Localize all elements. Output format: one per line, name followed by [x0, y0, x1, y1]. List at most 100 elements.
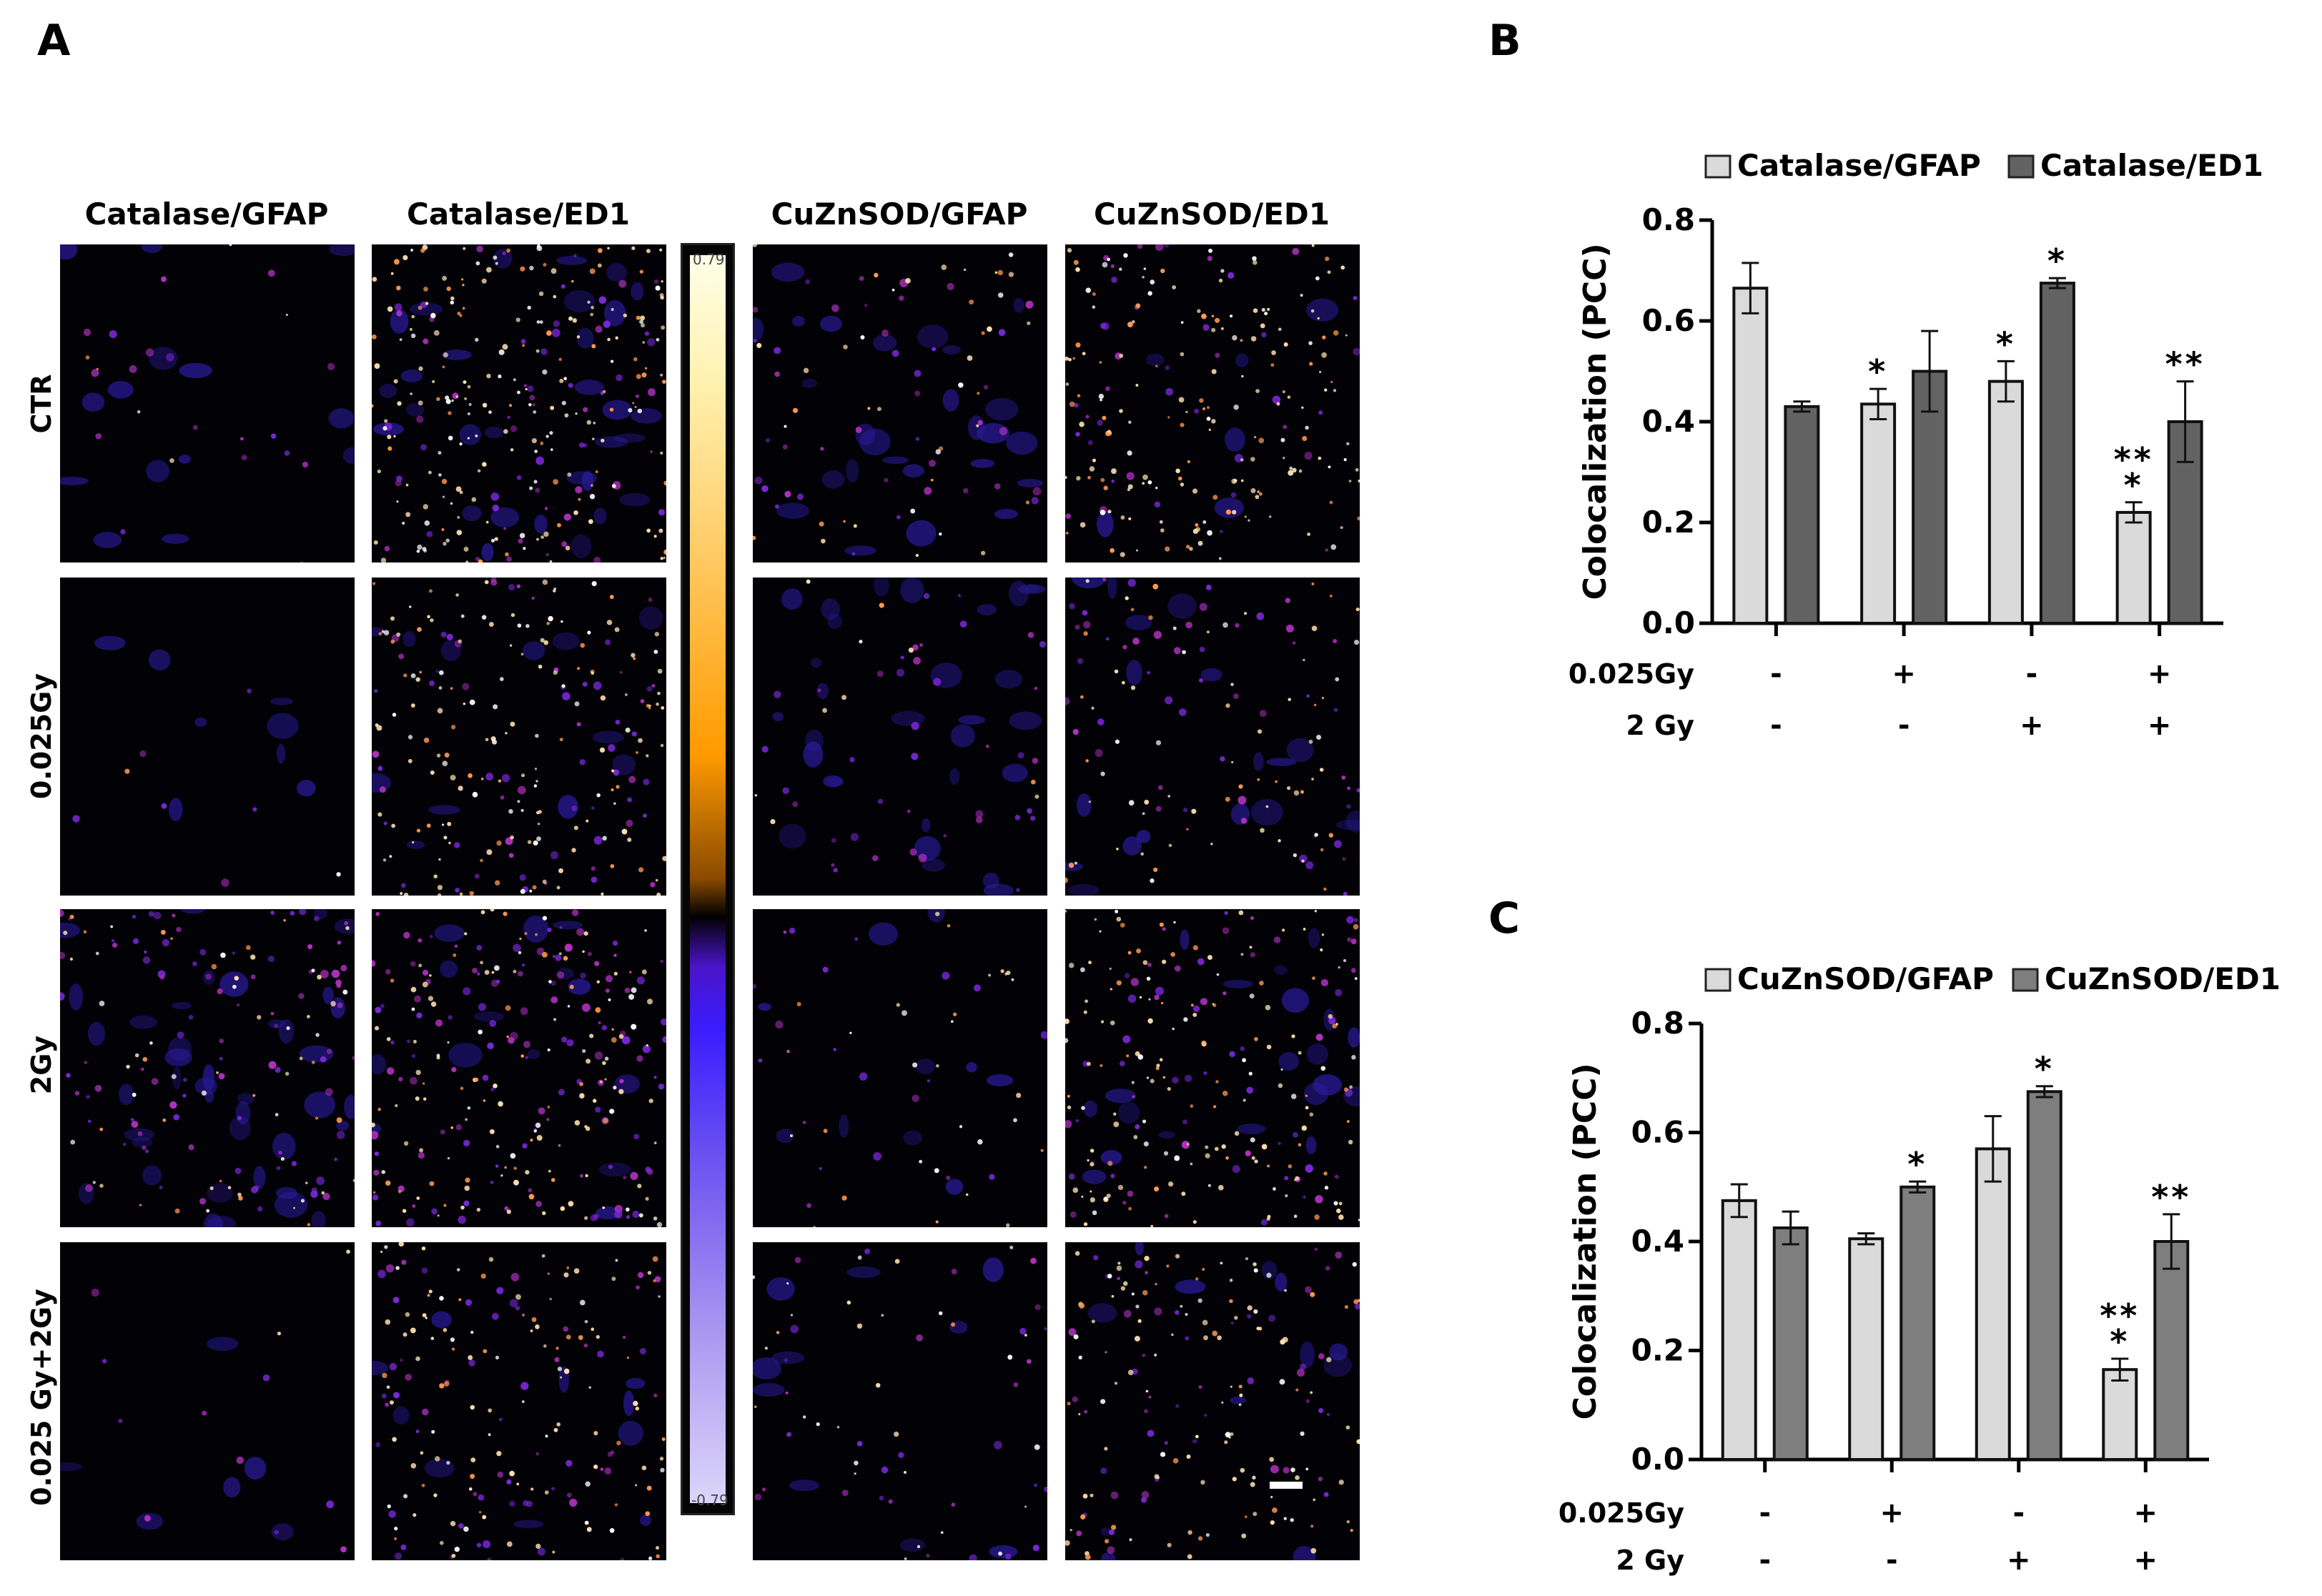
y-tick-label: 0.2 [1642, 505, 1695, 540]
micro-image-r4-c3 [753, 1242, 1047, 1560]
y-tick-label: 0.4 [1642, 404, 1695, 439]
row-label-ctr: CTR [26, 374, 57, 434]
chart-c: CuZnSOD/GFAP CuZnSOD/ED1 0.0 0.2 0.4 0.6 0.8 Co… [1537, 943, 2322, 1596]
bar-1-4 [2115, 510, 2152, 625]
legend-swatch-2 [2012, 968, 2039, 992]
condition-row-label: 0.025Gy [1558, 1497, 1684, 1529]
condition-value: - [1886, 1544, 1898, 1577]
micro-image-r3-c3 [753, 909, 1047, 1227]
micro-texture [372, 244, 666, 562]
significance-marker: * [1996, 324, 2016, 363]
condition-value: + [2148, 709, 2172, 742]
significance-marker: * [2110, 1322, 2130, 1361]
chart-c-svg: CuZnSOD/GFAP CuZnSOD/ED1 0.0 0.2 0.4 0.6 0.8 Co… [1558, 961, 2281, 1577]
colorbar-bottom-label: -0.79 [691, 1492, 728, 1509]
micro-texture [753, 244, 1044, 557]
y-tick-label: 0.8 [1642, 202, 1695, 237]
bar-2-1 [1772, 1226, 1809, 1461]
col-header-cuznsod-ed1: CuZnSOD/ED1 [1093, 197, 1330, 232]
condition-value: + [2133, 1544, 2158, 1577]
bar-1-2 [1860, 402, 1897, 625]
significance-marker: ** [2165, 345, 2205, 384]
colorbar-top-label: 0.79 [693, 251, 725, 268]
significance-marker: * [1907, 1145, 1927, 1184]
condition-value: - [2012, 1497, 2025, 1530]
bar-2-4 [2153, 1240, 2190, 1461]
micro-texture [372, 578, 666, 896]
y-tick-label: 0.6 [1631, 1115, 1684, 1150]
row-label-2gy: 2Gy [26, 1035, 57, 1095]
micro-texture [60, 909, 355, 1227]
micro-image-r1-c4 [1065, 244, 1360, 562]
significance-marker: ** [2114, 440, 2154, 479]
col-header-cuznsod-gfap: CuZnSOD/GFAP [771, 197, 1028, 232]
micro-image-r3-c2 [372, 909, 666, 1227]
bar-1-3 [1987, 380, 2024, 625]
condition-value: - [1770, 709, 1782, 742]
col-header-catalase-ed1: Catalase/ED1 [407, 197, 630, 232]
significance-marker: * [2035, 1050, 2055, 1089]
chart-b-svg: Catalase/GFAP Catalase/ED1 0.0 0.2 0.4 0.6 0.8… [1568, 148, 2263, 742]
micro-image-r3-c1 [60, 909, 355, 1227]
micro-image-r1-c2 [372, 244, 666, 562]
condition-value: - [1770, 658, 1782, 690]
micro-texture [1065, 578, 1360, 896]
micro-texture [753, 909, 1047, 1227]
condition-value: + [2007, 1544, 2031, 1577]
panel-letter-c: C [1488, 893, 1521, 943]
legend-label-1: Catalase/GFAP [1737, 148, 1981, 183]
y-tick-label: 0.2 [1631, 1333, 1684, 1368]
micro-image-r2-c3 [753, 578, 1047, 896]
micro-texture [1065, 244, 1360, 560]
panel-letter-b: B [1488, 16, 1521, 66]
micro-texture [372, 909, 666, 1227]
micro-texture [72, 635, 341, 887]
bar-2-2 [1899, 1185, 1936, 1461]
micro-texture [60, 1249, 350, 1553]
bar-2-3 [2026, 1090, 2062, 1461]
colorbar-gradient [690, 255, 726, 1503]
micro-image-r2-c4 [1065, 578, 1360, 896]
micro-image-r2-c1 [60, 578, 355, 896]
condition-value: - [1898, 709, 1910, 742]
condition-value: - [1759, 1497, 1771, 1530]
legend-swatch-2 [2007, 154, 2035, 179]
row-label-0025gy-2gy: 0.025 Gy+2Gy [26, 1289, 57, 1506]
condition-value: + [1879, 1497, 1904, 1530]
significance-marker: ** [2151, 1178, 2191, 1216]
micro-image-r2-c2 [372, 578, 666, 896]
condition-row-label: 2 Gy [1616, 1545, 1684, 1576]
micro-image-r4-c2 [372, 1242, 666, 1560]
bar-2-1 [1784, 405, 1820, 625]
significance-marker: * [2124, 466, 2144, 505]
micro-image-r1-c3 [753, 244, 1047, 562]
condition-row-label: 0.025Gy [1568, 658, 1694, 690]
condition-row-label: 2 Gy [1626, 710, 1694, 741]
significance-marker: ** [2100, 1297, 2140, 1335]
y-tick-label: 0.0 [1631, 1442, 1684, 1477]
condition-value: + [2133, 1497, 2158, 1530]
bar-1-1 [1721, 1199, 1757, 1461]
y-tick-label: 0.8 [1631, 1006, 1684, 1041]
micro-texture [60, 244, 355, 562]
significance-marker: * [2047, 242, 2067, 280]
condition-value: + [2148, 658, 2172, 690]
micro-image-r3-c4 [1065, 909, 1360, 1227]
bar-1-4 [2102, 1368, 2138, 1461]
micro-texture [372, 1242, 666, 1560]
legend-swatch-1 [1704, 154, 1731, 179]
condition-value: + [2020, 709, 2044, 742]
micro-image-r4-c1 [60, 1242, 355, 1560]
micro-texture [753, 1245, 1047, 1560]
legend-label-2: Catalase/ED1 [2040, 148, 2263, 183]
micro-image-r4-c4 [1065, 1242, 1360, 1560]
micro-texture [754, 578, 1047, 896]
bar-1-2 [1848, 1237, 1884, 1461]
y-axis-label: Colocalization (PCC) [1567, 1063, 1604, 1419]
condition-value: - [2026, 658, 2038, 690]
legend-label-2: CuZnSOD/ED1 [2045, 961, 2281, 996]
condition-value: + [1892, 658, 1916, 690]
legend-swatch-1 [1704, 968, 1731, 992]
scale-bar [1270, 1482, 1303, 1489]
micro-texture [1065, 1242, 1360, 1560]
